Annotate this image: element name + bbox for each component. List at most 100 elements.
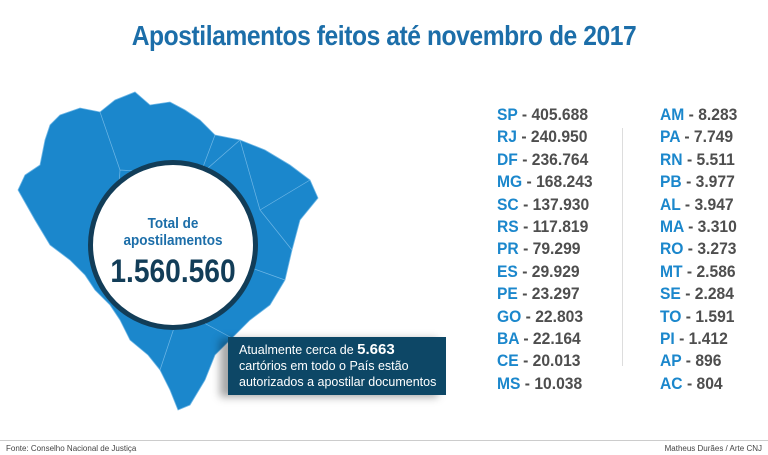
separator: - <box>517 284 532 304</box>
state-value: 7.749 <box>693 127 734 147</box>
total-value: 1.560.560 <box>110 253 236 289</box>
state-row: GO - 22.803 <box>497 307 593 329</box>
separator: - <box>518 239 533 259</box>
state-code: PB <box>660 172 682 192</box>
footer-credit: Matheus Durães / Arte CNJ <box>664 444 762 453</box>
separator: - <box>681 172 696 192</box>
state-value: 79.299 <box>532 239 581 259</box>
separator: - <box>682 261 697 281</box>
total-circle: Total de apostilamentos 1.560.560 <box>88 160 258 330</box>
state-row: AM - 8.283 <box>660 105 737 127</box>
state-row: MG - 168.243 <box>497 172 593 194</box>
state-code: AL <box>660 194 681 214</box>
state-row: PB - 3.977 <box>660 172 737 194</box>
state-row: ES - 29.929 <box>497 262 593 284</box>
state-code: RO <box>660 239 684 259</box>
callout-number: 5.663 <box>357 341 395 358</box>
state-value: 137.930 <box>532 194 590 214</box>
state-value: 3.273 <box>697 239 737 259</box>
state-row: MT - 2.586 <box>660 262 737 284</box>
state-value: 2.586 <box>696 261 736 281</box>
state-value: 2.284 <box>694 284 734 304</box>
state-value: 1.412 <box>688 328 728 348</box>
separator: - <box>517 261 532 281</box>
separator: - <box>522 172 537 192</box>
separator: - <box>516 127 531 147</box>
footer-source: Fonte: Conselho Nacional de Justiça <box>6 444 137 453</box>
separator: - <box>674 328 689 348</box>
state-value: 1.591 <box>695 306 735 326</box>
state-row: AL - 3.947 <box>660 195 737 217</box>
page-title: Apostilamentos feitos até novembro de 20… <box>131 20 637 51</box>
state-value: 5.511 <box>696 149 735 169</box>
state-row: RN - 5.511 <box>660 150 737 172</box>
separator: - <box>683 216 698 236</box>
state-value: 3.310 <box>697 216 737 236</box>
state-value: 240.950 <box>530 127 588 147</box>
state-value: 8.283 <box>698 105 738 124</box>
state-code: MT <box>660 261 683 281</box>
state-value: 3.947 <box>694 194 734 214</box>
separator: - <box>681 306 696 326</box>
state-code: SE <box>660 284 681 304</box>
state-code: AP <box>660 351 682 371</box>
state-code: SP <box>497 105 518 124</box>
state-code: PA <box>660 127 680 147</box>
state-code: ES <box>497 261 518 281</box>
state-row: CE - 20.013 <box>497 351 593 373</box>
separator: - <box>681 351 696 371</box>
state-code: DF <box>497 149 518 169</box>
column-divider <box>622 128 623 366</box>
state-code: MS <box>497 373 521 393</box>
state-code: MG <box>497 172 523 192</box>
state-code: TO <box>660 306 682 326</box>
separator: - <box>520 373 535 393</box>
state-value: 22.164 <box>532 328 581 348</box>
separator: - <box>517 149 532 169</box>
state-row: RS - 117.819 <box>497 217 593 239</box>
state-code: GO <box>497 306 522 326</box>
state-row: SC - 137.930 <box>497 195 593 217</box>
state-value: 10.038 <box>534 373 583 393</box>
state-value: 405.688 <box>531 105 589 124</box>
state-code: BA <box>497 328 520 348</box>
state-code: CE <box>497 351 519 371</box>
state-value: 29.929 <box>531 261 580 281</box>
state-row: RJ - 240.950 <box>497 127 593 149</box>
state-code: MA <box>660 216 684 236</box>
state-code: PE <box>497 284 518 304</box>
state-code: PI <box>660 328 675 348</box>
state-code: PR <box>497 239 519 259</box>
states-left-column: SP - 405.688 RJ - 240.950 DF - 236.764 MG -… <box>497 105 601 396</box>
state-row: SP - 405.688 <box>497 105 593 127</box>
state-code: RN <box>660 149 683 169</box>
state-value: 23.297 <box>531 284 580 304</box>
state-value: 804 <box>696 373 723 393</box>
state-row: AC - 804 <box>660 374 737 396</box>
state-code: AM <box>660 105 685 124</box>
state-row: PA - 7.749 <box>660 127 737 149</box>
total-label: Total de apostilamentos <box>123 215 223 249</box>
separator: - <box>517 105 532 124</box>
separator: - <box>679 127 694 147</box>
state-value: 896 <box>695 351 722 371</box>
callout-box: Atualmente cerca de 5.663 cartórios em t… <box>228 337 446 395</box>
state-row: MS - 10.038 <box>497 374 593 396</box>
state-code: RJ <box>497 127 517 147</box>
state-row: BA - 22.164 <box>497 329 593 351</box>
separator: - <box>518 194 533 214</box>
states-right-column: AM - 8.283 PA - 7.749 RN - 5.511 PB - 3.977… <box>660 105 744 396</box>
state-value: 117.819 <box>532 216 589 236</box>
separator: - <box>680 194 695 214</box>
state-code: AC <box>660 373 683 393</box>
separator: - <box>518 216 533 236</box>
state-value: 20.013 <box>532 351 581 371</box>
callout-after: cartórios em todo o País estão autorizad… <box>239 359 437 389</box>
separator: - <box>682 149 697 169</box>
state-row: PI - 1.412 <box>660 329 737 351</box>
separator: - <box>682 373 697 393</box>
separator: - <box>680 284 695 304</box>
state-value: 236.764 <box>531 149 589 169</box>
state-row: DF - 236.764 <box>497 150 593 172</box>
state-value: 168.243 <box>536 172 593 192</box>
